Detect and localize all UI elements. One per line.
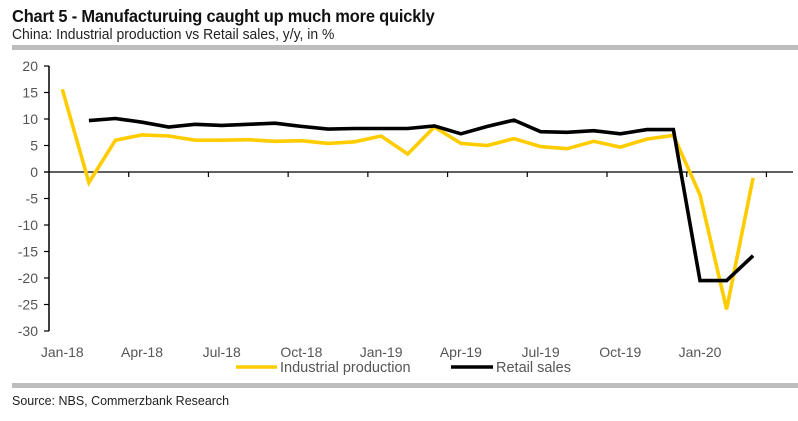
legend: Industrial production Retail sales (236, 360, 571, 376)
series-group (60, 88, 755, 310)
x-tick-label: Jan-20 (679, 344, 722, 360)
y-tick-label: 15 (22, 85, 38, 101)
x-tick-label: Oct-19 (599, 344, 641, 360)
industrial-production-line (60, 88, 755, 310)
x-axis: Jan-18 Apr-18 Jul-18 Oct-18 Jan-19 Apr-19 Jul-… (41, 171, 793, 360)
x-tick-label: Apr-18 (121, 344, 163, 360)
x-tick-label: Apr-19 (440, 344, 482, 360)
x-tick-label: Jan-19 (360, 344, 403, 360)
y-tick-label: -5 (26, 191, 39, 207)
x-tick-label: Jul-18 (203, 344, 241, 360)
bottom-divider (12, 383, 798, 388)
x-tick-label: Oct-18 (280, 344, 322, 360)
y-tick-label: 0 (30, 164, 38, 180)
y-tick-label: -10 (18, 217, 38, 233)
x-tick-label: Jan-18 (41, 344, 84, 360)
source-note: Source: NBS, Commerzbank Research (12, 393, 230, 408)
y-tick-label: -20 (18, 270, 38, 286)
x-tick-label: Jul-19 (522, 344, 560, 360)
legend-label-retail-sales: Retail sales (496, 360, 571, 376)
chart-title: Chart 5 - Manufacturuing caught up much … (12, 6, 435, 26)
top-divider (12, 45, 798, 50)
y-tick-label: 10 (22, 111, 38, 127)
chart-subtitle: China: Industrial production vs Retail s… (12, 27, 335, 43)
y-tick-label: 20 (22, 58, 38, 74)
y-tick-label: 5 (30, 138, 38, 154)
legend-label-industrial-production: Industrial production (280, 360, 411, 376)
y-tick-label: -15 (18, 244, 38, 260)
retail-sales-line (88, 116, 755, 283)
y-axis: 20 15 10 5 0 -5 -10 -15 -20 -25 -30 (18, 58, 50, 339)
y-tick-label: -30 (18, 323, 38, 339)
y-tick-label: -25 (18, 297, 38, 313)
